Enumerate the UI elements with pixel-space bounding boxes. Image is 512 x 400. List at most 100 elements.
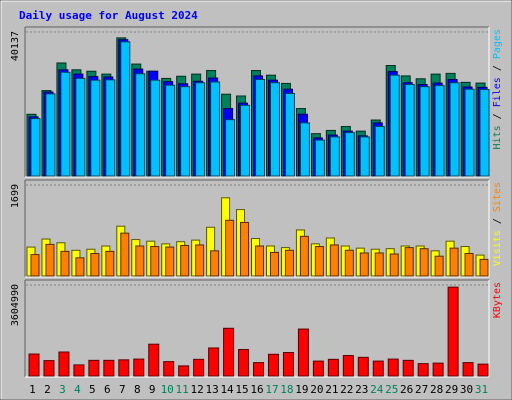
bar-kbytes-day-24 (372, 360, 384, 377)
x-label-day-25: 25 (385, 383, 398, 396)
x-label-day-31: 31 (475, 383, 488, 396)
bar-kbytes-day-9 (148, 343, 160, 377)
bar-sites-day-30 (464, 253, 474, 277)
x-axis-labels: 1 2 3 4 5 6 7 8 9 10 11 12 13 14 15 16 17 18 19 20 21 22 23 24 2… (29, 383, 488, 396)
bar-sites-day-27 (419, 248, 429, 277)
bar-pages-day-6 (105, 79, 116, 177)
bar-pages-day-31 (479, 89, 490, 177)
x-label-day-18: 18 (280, 383, 293, 396)
bar-sites-day-5 (90, 253, 100, 277)
y-max-label: 1699 (10, 184, 21, 208)
bar-kbytes-day-4 (73, 364, 85, 377)
bar-pages-day-17 (269, 82, 280, 177)
bar-kbytes-day-30 (462, 362, 474, 377)
bar-kbytes-day-6 (103, 359, 115, 377)
bar-kbytes-day-1 (28, 353, 40, 377)
bar-sites-day-11 (180, 244, 190, 277)
bar-pages-day-10 (165, 84, 176, 177)
x-label-day-9: 9 (149, 383, 156, 396)
panel-kbytes: 3604990 KBytes (10, 279, 503, 378)
legend-sites: Sites (492, 182, 503, 212)
bar-kbytes-day-10 (163, 361, 175, 377)
bar-sites-day-23 (359, 252, 369, 277)
bar-kbytes-day-18 (282, 352, 294, 377)
bar-pages-day-13 (210, 81, 221, 177)
bar-pages-day-29 (449, 82, 460, 177)
bar-sites-day-4 (75, 257, 85, 277)
bar-sites-day-7 (120, 232, 130, 277)
bar-kbytes-day-7 (118, 359, 130, 377)
bar-sites-day-20 (314, 246, 324, 277)
bar-sites-day-31 (479, 258, 489, 277)
legend-pages: Pages (492, 29, 503, 59)
bar-pages-day-3 (60, 71, 71, 177)
x-label-day-27: 27 (415, 383, 428, 396)
y-max-label: 3604990 (10, 284, 21, 326)
x-label-day-24: 24 (370, 383, 384, 396)
x-label-day-16: 16 (250, 383, 263, 396)
bar-sites-day-19 (299, 235, 309, 277)
bar-kbytes-day-23 (357, 356, 369, 377)
bar-sites-day-14 (225, 219, 235, 277)
bar-sites-day-10 (165, 246, 175, 277)
bar-pages-day-16 (255, 78, 266, 177)
bar-pages-day-8 (135, 73, 146, 177)
bar-kbytes-day-15 (238, 348, 250, 377)
x-label-day-10: 10 (161, 383, 174, 396)
chart-title: Daily usage for August 2024 (19, 9, 198, 22)
bar-kbytes-day-20 (312, 360, 324, 377)
bar-sites-day-28 (434, 255, 444, 277)
bar-kbytes-day-5 (88, 359, 100, 377)
chart-panels: 40137 Hits / Files / Pages 1699 Visits / Si… (10, 26, 503, 378)
bar-pages-day-24 (374, 125, 385, 177)
legend-separator: / (492, 59, 503, 77)
legend-files: Files (492, 77, 503, 107)
x-label-day-1: 1 (29, 383, 36, 396)
bar-sites-day-1 (30, 254, 40, 277)
side-legend: Hits / Files / Pages (492, 29, 503, 149)
x-label-day-4: 4 (74, 383, 81, 396)
bar-kbytes-day-31 (477, 363, 489, 377)
bar-sites-day-18 (284, 249, 294, 277)
bar-pages-day-15 (240, 104, 251, 177)
bar-kbytes-day-14 (223, 327, 235, 377)
x-label-day-28: 28 (430, 383, 443, 396)
bar-pages-day-27 (419, 86, 430, 177)
bar-pages-day-19 (299, 122, 310, 177)
bar-pages-day-7 (120, 41, 131, 177)
x-label-day-26: 26 (400, 383, 413, 396)
bar-kbytes-day-12 (193, 358, 205, 377)
bar-kbytes-day-11 (178, 365, 190, 377)
x-label-day-14: 14 (220, 383, 234, 396)
bar-pages-day-25 (389, 74, 400, 177)
bar-sites-day-9 (150, 246, 160, 277)
legend-separator: / (492, 107, 503, 125)
x-label-day-21: 21 (325, 383, 338, 396)
bar-kbytes-day-29 (447, 286, 459, 377)
side-legend: Visits / Sites (492, 182, 503, 266)
bar-sites-day-22 (344, 249, 354, 277)
x-label-day-22: 22 (340, 383, 353, 396)
bar-sites-day-13 (210, 250, 220, 277)
bar-pages-day-9 (150, 79, 161, 177)
bar-pages-day-4 (75, 77, 86, 177)
bar-kbytes-day-28 (432, 362, 444, 377)
x-label-day-5: 5 (89, 383, 96, 396)
legend-visits: Visits (492, 230, 503, 266)
bar-pages-day-22 (344, 132, 355, 177)
panel-visits-sites: 1699 Visits / Sites (10, 179, 503, 278)
x-label-day-30: 30 (460, 383, 473, 396)
x-label-day-7: 7 (119, 383, 126, 396)
x-label-day-15: 15 (235, 383, 248, 396)
bar-sites-day-12 (195, 244, 205, 277)
x-label-day-8: 8 (134, 383, 141, 396)
x-label-day-11: 11 (176, 383, 189, 396)
x-label-day-23: 23 (355, 383, 368, 396)
bar-pages-day-23 (359, 136, 370, 177)
bar-kbytes-day-22 (342, 355, 354, 377)
bar-pages-day-21 (329, 136, 340, 177)
bar-pages-day-1 (30, 118, 41, 177)
bar-kbytes-day-21 (327, 358, 339, 377)
x-label-day-17: 17 (265, 383, 278, 396)
